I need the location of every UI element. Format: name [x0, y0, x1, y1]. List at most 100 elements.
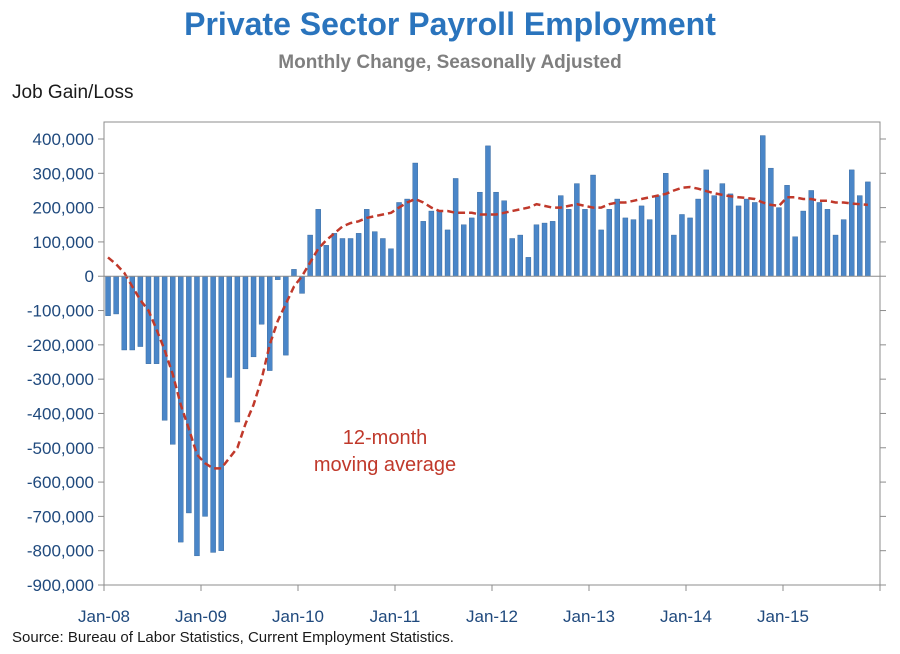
bar — [752, 202, 758, 277]
bar — [711, 195, 717, 277]
bar — [485, 145, 491, 277]
y-tick-label: 0 — [85, 267, 94, 286]
bar — [420, 221, 426, 277]
bar — [242, 276, 249, 370]
bar — [840, 219, 847, 277]
bar — [105, 276, 111, 316]
bar — [646, 219, 653, 277]
bar — [380, 238, 386, 277]
x-tick-label: Jan-08 — [78, 607, 130, 626]
bar — [412, 162, 418, 277]
y-tick-label: -400,000 — [27, 404, 94, 423]
bar — [121, 276, 127, 351]
bar — [533, 224, 540, 277]
bar — [364, 209, 370, 277]
y-tick-label: -700,000 — [27, 507, 94, 526]
bar — [590, 174, 596, 277]
bar — [687, 217, 693, 277]
bar — [541, 222, 548, 277]
bar — [469, 217, 475, 277]
bar — [638, 205, 645, 277]
bar — [355, 233, 362, 277]
bar — [388, 248, 394, 277]
y-tick-label: -100,000 — [27, 302, 94, 321]
bar — [509, 238, 515, 277]
annotation-line-1: 12-month — [343, 427, 428, 449]
bar — [671, 234, 677, 277]
bar — [137, 276, 144, 347]
bar — [258, 276, 265, 325]
bar — [493, 191, 499, 277]
bar — [582, 209, 588, 277]
bar — [250, 276, 257, 358]
bar — [760, 135, 766, 277]
annotation-line-2: moving average — [314, 454, 456, 476]
bar — [161, 276, 168, 421]
bar — [695, 198, 701, 277]
bar — [226, 276, 232, 378]
axes: 400,000 300,000 200,000 100,000 0 -100,000 -20… — [27, 130, 886, 626]
bar — [784, 185, 790, 277]
bar — [113, 276, 119, 315]
y-tick-label: -200,000 — [27, 336, 94, 355]
bar — [735, 205, 742, 277]
bar — [824, 209, 831, 277]
bar — [574, 183, 580, 277]
bar — [275, 276, 281, 280]
bar — [566, 209, 572, 277]
bar — [339, 238, 346, 277]
bar — [517, 234, 523, 277]
y-tick-label: 300,000 — [33, 164, 94, 183]
bar — [614, 198, 620, 277]
y-tick-label: 100,000 — [33, 233, 94, 252]
bar — [315, 209, 321, 277]
y-tick-label: -600,000 — [27, 473, 94, 492]
bar — [768, 167, 774, 277]
bar — [267, 276, 273, 371]
bar — [622, 217, 629, 277]
bar — [194, 276, 200, 557]
y-axis-label: Job Gain/Loss — [12, 82, 134, 103]
bar — [404, 198, 410, 277]
y-tick-label: -900,000 — [27, 576, 94, 595]
x-tick-label: Jan-15 — [757, 607, 809, 626]
bar — [186, 276, 192, 514]
bar — [792, 236, 798, 277]
bar — [606, 209, 612, 277]
bar — [372, 231, 378, 277]
bar — [436, 210, 443, 277]
bar — [663, 173, 669, 277]
moving-average-series — [107, 185, 869, 470]
bar — [210, 276, 216, 553]
bar — [153, 276, 160, 364]
bar — [291, 269, 297, 277]
y-tick-label: -500,000 — [27, 439, 94, 458]
x-tick-label: Jan-13 — [563, 607, 615, 626]
bar — [307, 234, 313, 277]
bar — [598, 229, 604, 277]
bar — [347, 238, 354, 277]
bar — [743, 198, 750, 277]
bar — [655, 195, 661, 277]
bar — [679, 214, 685, 277]
bar — [727, 193, 734, 277]
bar — [549, 221, 556, 277]
bar — [865, 181, 871, 277]
bar — [145, 276, 152, 364]
bar-series — [105, 135, 871, 557]
bar — [396, 202, 402, 277]
bar — [323, 245, 329, 277]
bar — [202, 276, 208, 517]
x-tick-label: Jan-10 — [272, 607, 324, 626]
bar — [234, 276, 241, 423]
x-tick-label: Jan-09 — [175, 607, 227, 626]
chart-subtitle: Monthly Change, Seasonally Adjusted — [278, 52, 622, 73]
bar — [857, 195, 863, 277]
bar — [283, 276, 289, 356]
y-tick-label: 200,000 — [33, 199, 94, 218]
bar — [719, 183, 726, 277]
x-tick-label: Jan-11 — [370, 607, 421, 626]
y-tick-label: 400,000 — [33, 130, 94, 149]
bar — [477, 191, 483, 277]
